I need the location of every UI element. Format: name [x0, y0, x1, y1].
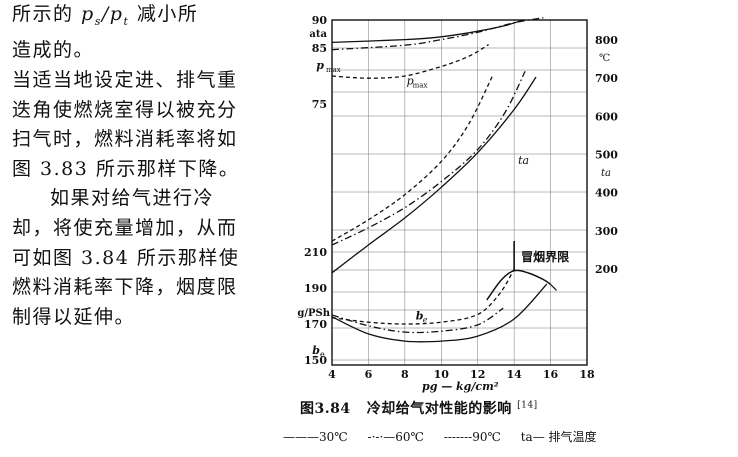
caption-number: 图3.84	[300, 401, 351, 417]
ratio-sub-t: t	[123, 14, 130, 28]
line1-prefix: 所示的	[12, 3, 82, 25]
body-paragraph-3: 如果对给气进行冷却，将使充量增加，从而可如图 3.84 所示那样使燃料消耗率下降…	[12, 187, 240, 328]
figure-caption: 图3.84 冷却给气对性能的影响 [14]	[300, 398, 538, 418]
body-line-2: 造成的。	[12, 39, 95, 62]
pmax-curve-label: p	[407, 74, 414, 87]
be-axis-sub: e	[320, 350, 325, 359]
x-axis-label: pg — kg/cm²	[422, 380, 499, 393]
ta-unit-label: ℃	[599, 53, 610, 64]
series-pmax-dash-dot-line	[331, 17, 544, 51]
series-pmax-dashed-line	[331, 44, 489, 79]
figure-legend: ———30℃ -·-·—60℃ -------90℃ ta— 排气温度	[283, 428, 738, 445]
caption-title: 冷却给气对性能的影响	[366, 401, 512, 417]
smoke-limit-arrow	[550, 283, 557, 291]
legend-label-90: 90℃	[472, 430, 501, 444]
ta-tick-label: 800	[595, 34, 618, 47]
series-smoke_limit-solid-line	[486, 269, 552, 301]
x-tick-label: 14	[506, 368, 522, 381]
pmax-tick-label: 75	[312, 98, 327, 111]
x-tick-label: 10	[434, 368, 450, 381]
caption-ref: [14]	[517, 400, 538, 411]
ta-tick-label: 500	[595, 149, 618, 162]
legend-label-60: 60℃	[395, 430, 424, 444]
body-paragraph-2: 当适当地设定进、排气重迭角使燃烧室得以被充分扫气时，燃料消耗率将如图 3.83 …	[12, 68, 240, 180]
be-unit-label: g/PSh	[297, 308, 330, 319]
legend-item-90: -------90℃	[443, 430, 501, 444]
x-tick-label: 12	[470, 368, 485, 381]
ratio-slash: /	[101, 3, 110, 25]
smoke-limit-label: 冒烟界限	[521, 249, 569, 264]
ta-tick-label: 700	[595, 72, 618, 85]
ta-curve-label: ta	[518, 154, 529, 167]
body-line-1: 所示的 ps/pt 减小所	[12, 0, 252, 36]
ta-axis-label: ta	[601, 168, 611, 179]
pmax-curve-sub: max	[413, 81, 428, 89]
series-be-solid-line	[331, 283, 548, 343]
ta-tick-label: 400	[595, 187, 618, 200]
legend-item-30: ———30℃	[283, 430, 348, 444]
x-tick-label: 6	[365, 368, 373, 381]
be-axis-label: b	[312, 344, 320, 357]
pmax-unit-label: ata	[309, 29, 327, 40]
legend-item-60: -·-·—60℃	[367, 430, 424, 444]
x-tick-label: 16	[543, 368, 559, 381]
be-curve-sub: e	[423, 316, 428, 325]
ta-tick-label: 200	[595, 263, 618, 276]
series-pmax-solid-line	[331, 19, 524, 44]
be-curve-label: b	[416, 310, 424, 323]
be-tick-label: 150	[304, 354, 327, 367]
pressure-ratio: ps/pt	[81, 3, 130, 28]
pmax-axis-label: p	[316, 59, 324, 72]
ta-tick-label: 600	[595, 110, 618, 123]
be-tick-label: 170	[304, 318, 327, 331]
plot-frame	[331, 19, 588, 366]
series-be-dash-dot-line	[331, 307, 504, 334]
be-tick-label: 210	[304, 246, 327, 259]
legend-item-ta: ta— 排气温度	[520, 430, 597, 444]
line1-suffix: 减小所	[129, 3, 199, 25]
figure-3-84: 4 6 8 10 12 14 16 18 90 85 75 ata p max 210 190 170 150 g/…	[275, 0, 738, 457]
body-text-column: 所示的 ps/pt 减小所 造成的。 当适当地设定进、排气重迭角使燃烧室得以被充…	[12, 0, 252, 332]
ratio-p-2: p	[109, 3, 124, 25]
legend-label-30: 30℃	[319, 430, 348, 444]
series-ta-dash-dot-line	[331, 71, 526, 246]
pmax-tick-label: 90	[312, 14, 328, 27]
ratio-sub-s: s	[94, 14, 102, 28]
series-be-dashed-line	[331, 268, 515, 325]
be-tick-label: 190	[304, 282, 327, 295]
x-tick-label: 4	[328, 368, 336, 381]
pmax-tick-label: 85	[312, 42, 327, 55]
pmax-axis-sub: max	[326, 66, 341, 74]
ta-tick-label: 300	[595, 225, 618, 238]
series-ta-solid-line	[331, 76, 537, 274]
x-tick-label: 8	[401, 368, 409, 381]
x-tick-label: 18	[579, 368, 595, 381]
series-ta-dashed-line	[331, 76, 493, 242]
ratio-p: p	[81, 3, 95, 25]
